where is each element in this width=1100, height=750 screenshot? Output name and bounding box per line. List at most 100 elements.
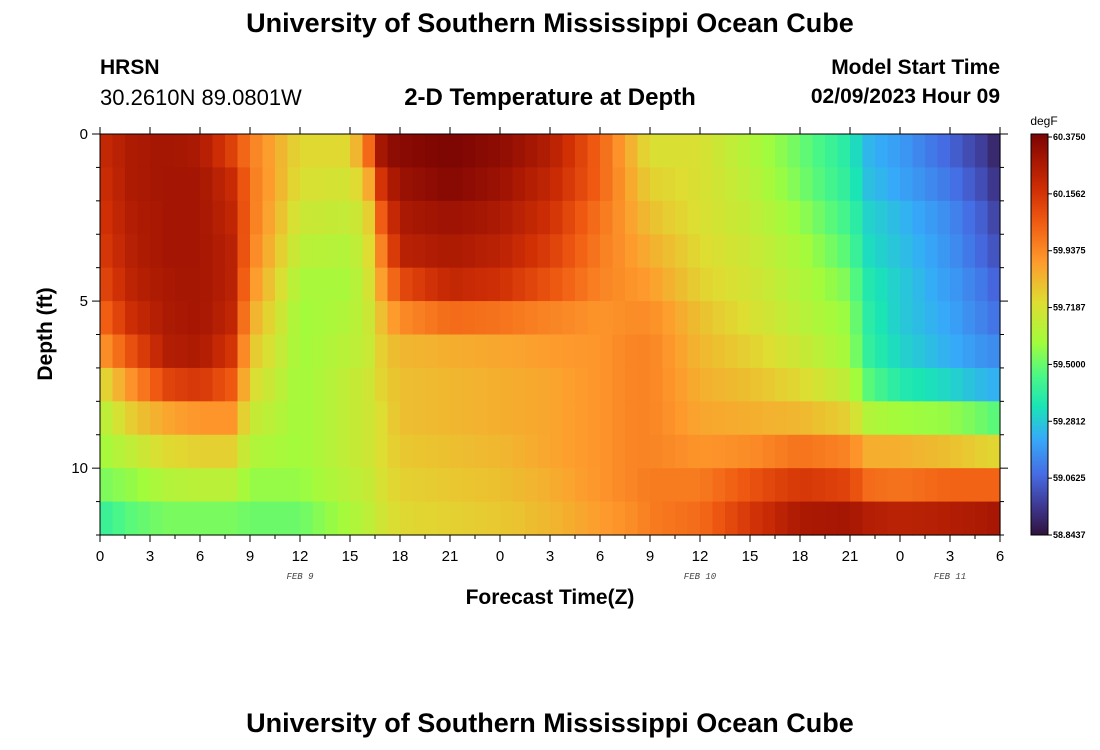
heatmap-cell <box>662 134 676 169</box>
heatmap-cell <box>537 234 551 269</box>
heatmap-cell <box>425 134 439 169</box>
heatmap-cell <box>437 200 451 235</box>
heatmap-cell <box>175 301 189 336</box>
heatmap-cell <box>175 468 189 503</box>
heatmap-cell <box>862 200 876 235</box>
heatmap-cell <box>462 267 476 302</box>
heatmap-cell <box>937 200 951 235</box>
heatmap-cell <box>412 167 426 202</box>
heatmap-cell <box>475 401 489 436</box>
heatmap-cell <box>500 267 514 302</box>
x-tick-label: 6 <box>596 548 604 565</box>
heatmap-cell <box>450 167 464 202</box>
heatmap-cell <box>850 301 864 336</box>
heatmap-cell <box>625 434 639 469</box>
heatmap-cell <box>825 134 839 169</box>
x-tick-label: 3 <box>946 548 954 565</box>
heatmap-cell <box>687 134 701 169</box>
heatmap-cell <box>637 367 651 402</box>
colorbar-label: 60.3750 <box>1053 132 1086 142</box>
heatmap-cell <box>300 134 314 169</box>
heatmap-cell <box>437 401 451 436</box>
heatmap-cell <box>250 167 264 202</box>
heatmap-cell <box>325 468 339 503</box>
y-tick-label: 5 <box>80 293 88 310</box>
colorbar-label: 59.5000 <box>1053 359 1086 369</box>
heatmap-cell <box>525 134 539 169</box>
y-tick-label: 0 <box>80 126 88 143</box>
heatmap-cell <box>725 334 739 369</box>
heatmap-cell <box>325 434 339 469</box>
heatmap-cell <box>812 267 826 302</box>
heatmap-cell <box>825 501 839 536</box>
heatmap-cell <box>487 267 501 302</box>
heatmap-cell <box>375 134 389 169</box>
heatmap-cell <box>200 134 214 169</box>
heatmap-cell <box>575 200 589 235</box>
heatmap-cell <box>212 367 226 402</box>
heatmap-cell <box>525 334 539 369</box>
heatmap-cell <box>237 468 251 503</box>
heatmap-cell <box>937 301 951 336</box>
heatmap-cell <box>700 501 714 536</box>
heatmap-cell <box>737 367 751 402</box>
heatmap-cell <box>362 434 376 469</box>
heatmap-cell <box>450 501 464 536</box>
heatmap-cell <box>200 234 214 269</box>
heatmap-cell <box>175 167 189 202</box>
heatmap-cell <box>875 134 889 169</box>
heatmap-cell <box>462 134 476 169</box>
heatmap-cell <box>850 200 864 235</box>
heatmap-cell <box>212 167 226 202</box>
heatmap-cell <box>225 234 239 269</box>
heatmap-cell <box>125 468 139 503</box>
heatmap-cell <box>275 501 289 536</box>
heatmap-cell <box>650 367 664 402</box>
heatmap-cell <box>612 501 626 536</box>
heatmap-cell <box>537 468 551 503</box>
heatmap-cell <box>450 434 464 469</box>
heatmap-cell <box>687 401 701 436</box>
heatmap-cell <box>850 434 864 469</box>
heatmap-cell <box>975 468 989 503</box>
colorbar-label: 59.0625 <box>1053 473 1086 483</box>
heatmap-cell <box>275 234 289 269</box>
heatmap-cell <box>825 334 839 369</box>
heatmap-cell <box>625 167 639 202</box>
heatmap-cell <box>150 167 164 202</box>
heatmap-cell <box>512 167 526 202</box>
heatmap-cell <box>550 367 564 402</box>
heatmap-cell <box>750 367 764 402</box>
heatmap-cell <box>325 401 339 436</box>
temperature-depth-chart: 0 3 6 9 12 15 18 21 0 3 6 9 12 15 18 21 0 3 6 FEB 9 FEB 10 FE… <box>34 114 1086 609</box>
heatmap-cell <box>762 367 776 402</box>
heatmap-cell <box>962 200 976 235</box>
heatmap-cell <box>200 367 214 402</box>
heatmap-cell <box>100 367 114 402</box>
heatmap-cell <box>662 200 676 235</box>
y-tick-label: 10 <box>71 460 88 477</box>
heatmap-cell <box>462 234 476 269</box>
heatmap-cell <box>837 367 851 402</box>
heatmap-cell <box>500 334 514 369</box>
colorbar-unit: degF <box>1030 114 1057 128</box>
model-start-label: Model Start Time <box>831 56 1000 79</box>
heatmap-cell <box>200 301 214 336</box>
heatmap-cell <box>462 367 476 402</box>
heatmap-cell <box>625 134 639 169</box>
heatmap-cell <box>125 267 139 302</box>
heatmap-cell <box>112 301 126 336</box>
heatmap-cell <box>275 200 289 235</box>
heatmap-cell <box>300 367 314 402</box>
heatmap-cell <box>862 234 876 269</box>
heatmap-cell <box>612 401 626 436</box>
heatmap-cell <box>750 267 764 302</box>
colorbar <box>1030 133 1049 536</box>
heatmap-cell <box>700 301 714 336</box>
heatmap-cell <box>225 301 239 336</box>
heatmap-cell <box>287 301 301 336</box>
heatmap-cell <box>237 401 251 436</box>
station-coordinates: 30.2610N 89.0801W <box>100 85 302 110</box>
heatmap-cell <box>475 267 489 302</box>
heatmap-cell <box>600 501 614 536</box>
